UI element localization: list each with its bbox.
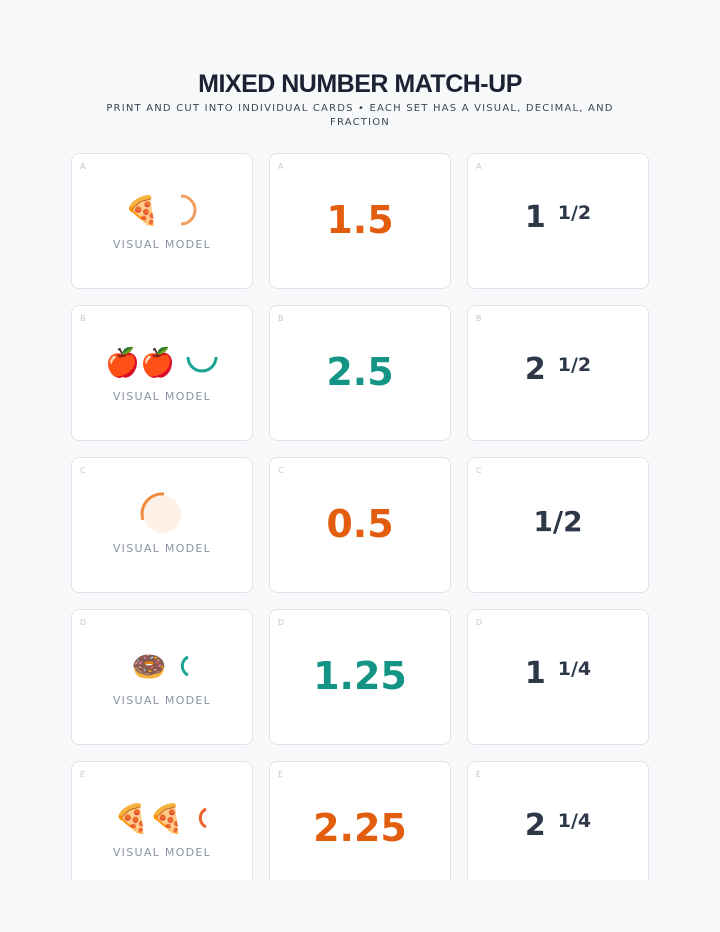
mixed-number: 2 1/4 xyxy=(468,806,648,846)
card: E 2.25 xyxy=(269,761,451,880)
card-letter: D xyxy=(80,618,87,627)
visual-label: VISUAL MODEL xyxy=(112,390,212,403)
card-letter: B xyxy=(278,314,284,323)
fraction: 1/4 xyxy=(557,658,592,680)
card-grid: A 🍕 VISUAL MODEL A 1.5 A 1 1/2 B 🍎🍎 VISUAL MODEL B 2… xyxy=(71,153,649,880)
card-letter: C xyxy=(278,466,284,475)
decimal: 2.5 xyxy=(326,350,394,394)
mixed-number: 1/2 xyxy=(468,502,648,542)
fraction: 1/2 xyxy=(557,354,592,376)
card-letter: E xyxy=(278,770,284,779)
fraction: 1/4 xyxy=(557,810,592,832)
visual-label: VISUAL MODEL xyxy=(112,694,212,707)
card: C 0.5 xyxy=(269,457,451,593)
whole-number: 2 xyxy=(524,352,546,387)
visual-label: VISUAL MODEL xyxy=(112,846,212,859)
visual-emoji: 🍩 xyxy=(131,649,167,683)
card: D 🍩 VISUAL MODEL xyxy=(71,609,253,745)
fraction-arc xyxy=(138,490,186,538)
visual-model: 🍎🍎 xyxy=(72,342,252,382)
visual-model xyxy=(72,492,252,534)
decimal: 1.25 xyxy=(313,654,407,698)
card: C 1/2 xyxy=(467,457,649,593)
visual-model: 🍩 xyxy=(72,646,252,686)
card-letter: D xyxy=(278,618,285,627)
visual-emoji: 🍕🍕 xyxy=(114,801,184,835)
card-letter: E xyxy=(476,770,482,779)
card-letter: A xyxy=(80,162,86,171)
card-letter: C xyxy=(476,466,482,475)
card: A 1 1/2 xyxy=(467,153,649,289)
fraction: 1/2 xyxy=(533,505,583,538)
visual-label: VISUAL MODEL xyxy=(112,542,212,555)
card: E 🍕🍕 VISUAL MODEL xyxy=(71,761,253,880)
card: D 1.25 xyxy=(269,609,451,745)
decimal: 2.25 xyxy=(313,806,407,850)
card-letter: D xyxy=(476,618,483,627)
visual-model: 🍕🍕 xyxy=(72,798,252,838)
card-letter: C xyxy=(80,466,86,475)
fraction-arc xyxy=(185,347,219,377)
card-letter: A xyxy=(278,162,284,171)
whole-number: 1 xyxy=(524,656,546,691)
whole-number: 2 xyxy=(524,808,546,843)
decimal: 0.5 xyxy=(326,502,394,546)
fraction-arc xyxy=(176,651,192,681)
fraction: 1/2 xyxy=(557,202,592,224)
visual-emoji: 🍎🍎 xyxy=(105,345,175,379)
mixed-number: 1 1/4 xyxy=(468,654,648,694)
title: MIXED NUMBER MATCH-UP xyxy=(198,70,522,98)
visual-model: 🍕 xyxy=(72,190,252,230)
card: D 1 1/4 xyxy=(467,609,649,745)
decimal: 1.5 xyxy=(326,198,394,242)
mixed-number: 1 1/2 xyxy=(468,198,648,238)
card-letter: B xyxy=(476,314,482,323)
card-letter: E xyxy=(80,770,86,779)
visual-emoji: 🍕 xyxy=(124,193,160,227)
card-letter: A xyxy=(476,162,482,171)
card: C VISUAL MODEL xyxy=(71,457,253,593)
card: B 2.5 xyxy=(269,305,451,441)
card: B 2 1/2 xyxy=(467,305,649,441)
mixed-number: 2 1/2 xyxy=(468,350,648,390)
card: A 1.5 xyxy=(269,153,451,289)
card-letter: B xyxy=(80,314,86,323)
whole-number: 1 xyxy=(524,200,546,235)
fraction-arc xyxy=(169,193,199,227)
visual-label: VISUAL MODEL xyxy=(112,238,212,251)
subtitle: PRINT AND CUT INTO INDIVIDUAL CARDS • EA… xyxy=(106,103,614,128)
card: E 2 1/4 xyxy=(467,761,649,880)
fraction-arc xyxy=(194,803,210,833)
card: B 🍎🍎 VISUAL MODEL xyxy=(71,305,253,441)
card: A 🍕 VISUAL MODEL xyxy=(71,153,253,289)
